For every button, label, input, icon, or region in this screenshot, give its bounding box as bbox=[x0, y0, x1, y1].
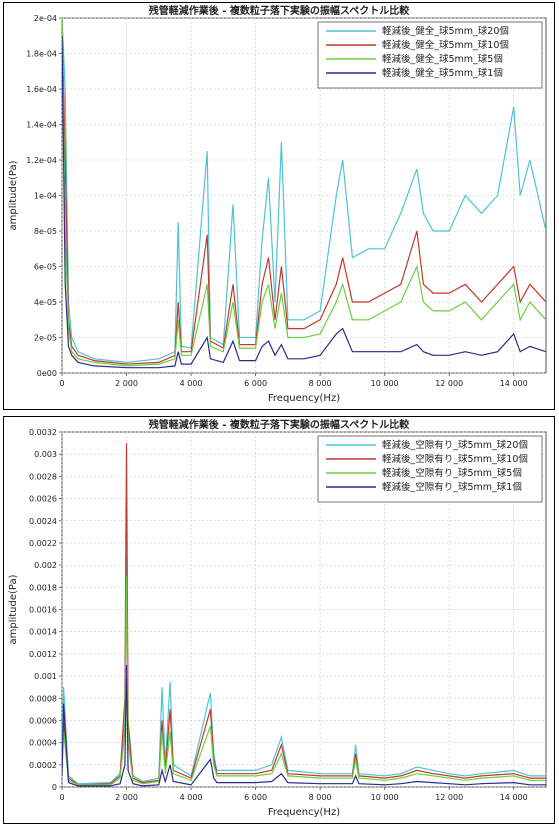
y-tick-label: 0.0028 bbox=[29, 472, 57, 481]
y-tick-label: 1e-04 bbox=[34, 192, 57, 201]
y-tick-label: 0.0016 bbox=[29, 606, 57, 615]
y-tick-label: 0.0014 bbox=[29, 628, 57, 637]
legend-entry: 軽減後_空隙有り_球5mm_球20個 bbox=[382, 439, 528, 451]
series-line-4 bbox=[62, 664, 546, 787]
y-tick-label: 2e-05 bbox=[34, 334, 57, 343]
legend-entry: 軽減後_空隙有り_球5mm_球1個 bbox=[382, 481, 522, 493]
legend-entry: 軽減後_健全_球5mm_球10個 bbox=[382, 39, 509, 51]
x-tick-label: 12 000 bbox=[435, 793, 463, 802]
legend-entry: 軽減後_健全_球5mm_球1個 bbox=[382, 67, 503, 79]
x-tick-label: 14 000 bbox=[500, 793, 528, 802]
y-tick-label: 1.4e-04 bbox=[26, 121, 57, 130]
x-tick-label: 8 000 bbox=[309, 793, 332, 802]
series-group bbox=[62, 18, 546, 369]
series-line-3 bbox=[62, 576, 546, 786]
legend-entry: 軽減後_空隙有り_球5mm_球5個 bbox=[382, 467, 522, 479]
chart-panel-healthy: 残管軽減作業後 - 複数粒子落下実験の振幅スペクトル比較 0e00 2e-05 4e-… bbox=[3, 2, 555, 410]
x-axis-title: Frequency(Hz) bbox=[268, 807, 340, 818]
y-tick-label: 4e-05 bbox=[34, 298, 57, 307]
chart-title: 残管軽減作業後 - 複数粒子落下実験の振幅スペクトル比較 bbox=[149, 418, 410, 431]
x-axis-title: Frequency(Hz) bbox=[268, 393, 340, 404]
y-tick-label: 1.2e-04 bbox=[26, 156, 57, 165]
y-tick-label: 0.0006 bbox=[29, 716, 57, 725]
y-tick-label: 0.0024 bbox=[29, 517, 57, 526]
y-tick-label: 0.0004 bbox=[29, 739, 57, 748]
chart-title: 残管軽減作業後 - 複数粒子落下実験の振幅スペクトル比較 bbox=[149, 4, 410, 17]
series-line-1 bbox=[62, 18, 546, 364]
amplitude-spectrum-chart-healthy: 残管軽減作業後 - 複数粒子落下実験の振幅スペクトル比較 0e00 2e-05 4e-… bbox=[8, 4, 547, 404]
y-tick-label: 0.0018 bbox=[29, 583, 57, 592]
x-tick-label: 2 000 bbox=[115, 793, 138, 802]
legend-box bbox=[317, 435, 543, 503]
legend: 軽減後_空隙有り_球5mm_球20個軽減後_空隙有り_球5mm_球10個軽減後_… bbox=[317, 435, 543, 503]
x-tick-label: 0 bbox=[59, 379, 64, 388]
y-axis-title: amplitude(Pa) bbox=[8, 574, 19, 644]
x-tick-label: 4 000 bbox=[180, 793, 203, 802]
legend-entry: 軽減後_健全_球5mm_球5個 bbox=[382, 53, 503, 65]
y-tick-label: 0.001 bbox=[34, 672, 57, 681]
amplitude-spectrum-chart-void: 残管軽減作業後 - 複数粒子落下実験の振幅スペクトル比較 0 0.0002 0.000… bbox=[8, 418, 547, 818]
y-tick-label: 0.0026 bbox=[29, 495, 57, 504]
x-tick-label: 0 bbox=[59, 793, 64, 802]
x-tick-label: 6 000 bbox=[244, 793, 267, 802]
series-line-4 bbox=[62, 35, 546, 369]
x-tick-label: 2 000 bbox=[115, 379, 138, 388]
chart-panel-void: 残管軽減作業後 - 複数粒子落下実験の振幅スペクトル比較 0 0.0002 0.000… bbox=[3, 416, 555, 824]
x-tick-label: 6 000 bbox=[244, 379, 267, 388]
legend-entry: 軽減後_健全_球5mm_球20個 bbox=[382, 25, 509, 37]
x-tick-label: 10 000 bbox=[371, 379, 399, 388]
y-tick-label: 0.0002 bbox=[29, 761, 57, 770]
y-tick-label: 0.002 bbox=[34, 561, 57, 570]
y-tick-label: 0e00 bbox=[37, 369, 57, 378]
legend: 軽減後_健全_球5mm_球20個軽減後_健全_球5mm_球10個軽減後_健全_球… bbox=[317, 21, 543, 89]
x-tick-label: 8 000 bbox=[309, 379, 332, 388]
y-tick-label: 2e-04 bbox=[34, 14, 57, 23]
series-group bbox=[62, 443, 546, 787]
series-line-2 bbox=[62, 18, 546, 365]
x-tick-label: 4 000 bbox=[180, 379, 203, 388]
y-tick-label: 1.6e-04 bbox=[26, 85, 57, 94]
y-tick-label: 0.0012 bbox=[29, 650, 57, 659]
y-axis-title: amplitude(Pa) bbox=[8, 160, 19, 230]
x-tick-label: 10 000 bbox=[371, 793, 399, 802]
y-tick-label: 6e-05 bbox=[34, 263, 57, 272]
x-tick-label: 12 000 bbox=[435, 379, 463, 388]
x-tick-label: 14 000 bbox=[500, 379, 528, 388]
legend-box bbox=[317, 21, 543, 89]
series-line-3 bbox=[62, 18, 546, 367]
y-tick-label: 0.0022 bbox=[29, 539, 57, 548]
legend-entry: 軽減後_空隙有り_球5mm_球10個 bbox=[382, 453, 528, 465]
y-tick-label: 0 bbox=[52, 783, 57, 792]
y-tick-label: 8e-05 bbox=[34, 227, 57, 236]
y-tick-label: 0.0032 bbox=[29, 428, 57, 437]
y-tick-label: 1.8e-04 bbox=[26, 50, 57, 59]
y-tick-label: 0.003 bbox=[34, 450, 57, 459]
y-tick-label: 0.0008 bbox=[29, 694, 57, 703]
series-line-2 bbox=[62, 443, 546, 786]
